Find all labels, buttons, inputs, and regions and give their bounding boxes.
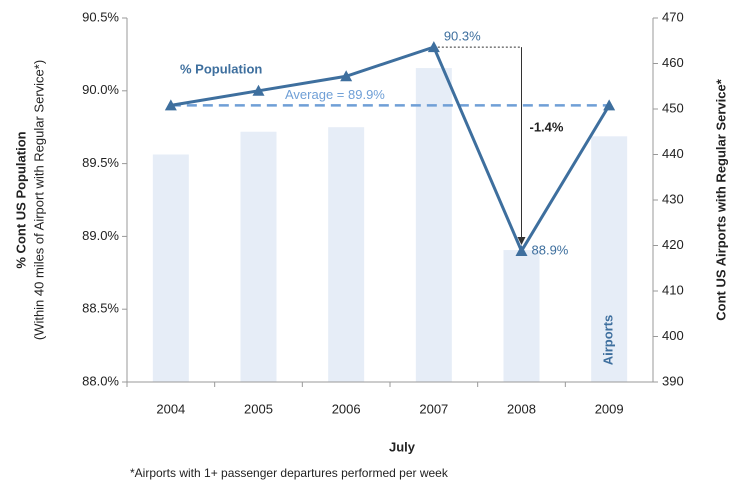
y2-tick-label: 450 xyxy=(662,100,684,115)
y2-tick-label: 410 xyxy=(662,282,684,297)
x-tick-label: 2004 xyxy=(156,401,185,416)
y-tick-label: 88.0% xyxy=(82,373,119,388)
bar xyxy=(240,131,277,382)
x-axis-title: July xyxy=(389,439,416,454)
y-axis-title: % Cont US Population xyxy=(13,131,28,268)
bar xyxy=(328,127,365,382)
series-label: Airports xyxy=(601,315,616,366)
line xyxy=(170,45,611,255)
bar xyxy=(152,154,189,382)
bar xyxy=(503,250,540,382)
y2-tick-label: 470 xyxy=(662,9,684,24)
average-label: Average = 89.9% xyxy=(285,87,385,102)
y2-tick-label: 430 xyxy=(662,191,684,206)
line-marker xyxy=(252,84,265,96)
bar xyxy=(591,136,628,382)
line-marker xyxy=(515,244,528,256)
x-tick-label: 2007 xyxy=(419,401,448,416)
y-tick-label: 89.5% xyxy=(82,155,119,170)
y-tick-label: 90.5% xyxy=(82,9,119,24)
series-label: % Population xyxy=(180,61,262,76)
y2-axis-title: Cont US Airports with Regular Service* xyxy=(713,78,728,320)
y2-tick-label: 460 xyxy=(662,55,684,70)
y2-tick-label: 420 xyxy=(662,237,684,252)
footnote: *Airports with 1+ passenger departures p… xyxy=(130,466,449,480)
change-label: -1.4% xyxy=(530,119,564,134)
line-marker xyxy=(603,99,616,111)
line-marker xyxy=(427,41,440,53)
y-tick-label: 90.0% xyxy=(82,82,119,97)
y2-tick-label: 440 xyxy=(662,146,684,161)
y2-tick-label: 390 xyxy=(662,373,684,388)
bar xyxy=(415,68,452,383)
data-label: 90.3% xyxy=(444,29,481,44)
y-tick-label: 88.5% xyxy=(82,301,119,316)
y-axis-subtitle: (Within 40 miles of Airport with Regular… xyxy=(31,60,46,340)
x-tick-label: 2006 xyxy=(332,401,361,416)
arrow-head xyxy=(517,236,526,245)
y2-tick-label: 400 xyxy=(662,328,684,343)
data-label: 88.9% xyxy=(532,242,569,257)
x-tick-label: 2008 xyxy=(507,401,536,416)
x-tick-label: 2005 xyxy=(244,401,273,416)
line-marker xyxy=(164,99,177,111)
y-tick-label: 89.0% xyxy=(82,228,119,243)
x-tick-label: 2009 xyxy=(595,401,624,416)
line-marker xyxy=(340,70,353,82)
